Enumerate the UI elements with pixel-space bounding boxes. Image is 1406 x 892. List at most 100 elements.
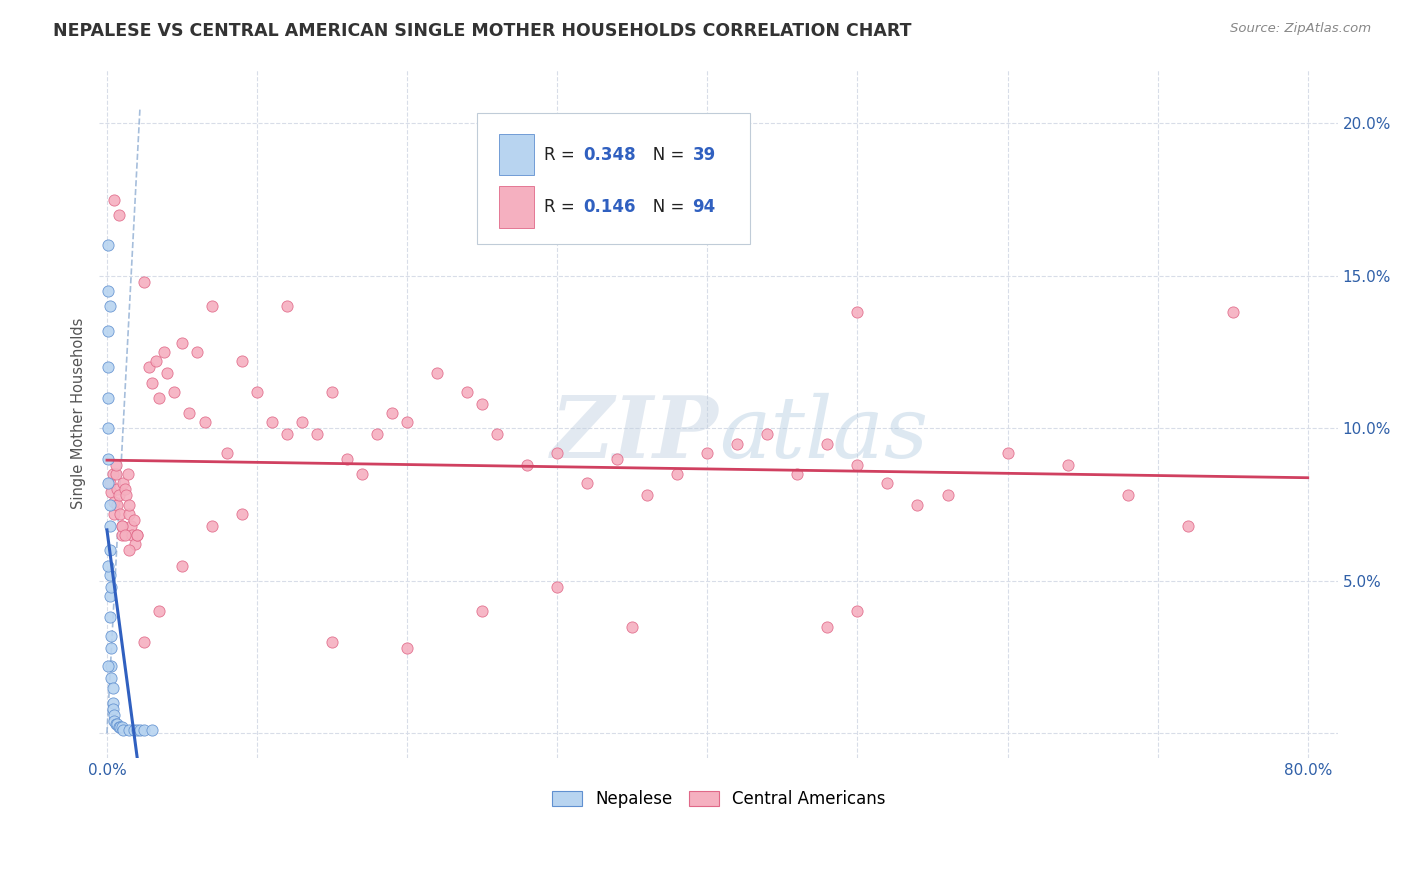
Point <box>1056 458 1078 472</box>
Point <box>118 723 141 738</box>
Point <box>98 498 121 512</box>
Point <box>786 467 808 481</box>
Point <box>426 367 449 381</box>
Point <box>103 507 125 521</box>
Point <box>97 391 120 405</box>
Point <box>107 483 129 497</box>
Point <box>186 345 208 359</box>
Point <box>98 543 121 558</box>
Point <box>100 629 122 643</box>
Point <box>97 558 120 573</box>
Point <box>118 507 141 521</box>
Point <box>381 406 404 420</box>
Point <box>336 451 359 466</box>
Point <box>170 558 193 573</box>
Point <box>110 720 132 734</box>
Point <box>621 619 644 633</box>
Point <box>134 723 156 738</box>
Point <box>471 397 494 411</box>
Legend: Nepalese, Central Americans: Nepalese, Central Americans <box>546 783 893 814</box>
Point <box>110 507 132 521</box>
Point <box>101 696 124 710</box>
Point <box>125 528 148 542</box>
Point <box>125 723 148 738</box>
Point <box>100 485 122 500</box>
Point <box>98 519 121 533</box>
Point <box>145 354 167 368</box>
Text: atlas: atlas <box>718 392 928 475</box>
Point <box>108 720 131 734</box>
Point <box>129 723 152 738</box>
Point <box>321 384 343 399</box>
Point <box>100 659 122 673</box>
Point <box>103 714 125 728</box>
Y-axis label: Single Mother Households: Single Mother Households <box>72 318 86 508</box>
Point <box>153 345 176 359</box>
Point <box>112 723 135 738</box>
Point <box>141 376 163 390</box>
Point <box>118 543 141 558</box>
Point <box>100 640 122 655</box>
Point <box>104 458 127 472</box>
Point <box>100 671 122 685</box>
Point <box>97 659 120 673</box>
Point <box>307 427 329 442</box>
Point <box>170 335 193 350</box>
Point <box>396 640 419 655</box>
Point <box>696 446 718 460</box>
Point <box>576 476 599 491</box>
Text: 94: 94 <box>693 198 716 216</box>
Text: ZIP: ZIP <box>551 392 718 475</box>
Point <box>366 427 388 442</box>
Point <box>1222 305 1244 319</box>
Point <box>231 507 253 521</box>
Point <box>103 494 125 508</box>
Point <box>112 476 135 491</box>
Point <box>725 436 748 450</box>
Point <box>193 415 215 429</box>
Point <box>111 720 134 734</box>
Text: R =: R = <box>544 145 581 163</box>
Point <box>97 476 120 491</box>
Point <box>276 427 298 442</box>
Text: R =: R = <box>544 198 581 216</box>
Point <box>846 458 869 472</box>
Point <box>997 446 1019 460</box>
Point <box>1116 488 1139 502</box>
Point <box>636 488 658 502</box>
Point <box>516 458 538 472</box>
Point <box>97 421 120 435</box>
Point <box>471 604 494 618</box>
Point <box>148 604 170 618</box>
Text: 0.146: 0.146 <box>583 198 636 216</box>
Point <box>276 299 298 313</box>
Point <box>97 360 120 375</box>
Point <box>201 519 224 533</box>
Point <box>98 610 121 624</box>
Point <box>107 717 129 731</box>
Point <box>121 528 143 542</box>
Point <box>486 427 509 442</box>
Point <box>98 476 121 491</box>
Point <box>98 589 121 603</box>
Text: N =: N = <box>637 145 689 163</box>
FancyBboxPatch shape <box>477 113 749 244</box>
Point <box>141 723 163 738</box>
Point <box>846 604 869 618</box>
Point <box>97 451 120 466</box>
Point <box>117 467 139 481</box>
Point <box>179 406 201 420</box>
Text: 0.348: 0.348 <box>583 145 637 163</box>
Point <box>111 519 134 533</box>
Point <box>815 619 838 633</box>
Point <box>111 528 134 542</box>
Point <box>114 528 136 542</box>
Point <box>101 702 124 716</box>
Point <box>606 451 628 466</box>
Point <box>936 488 959 502</box>
Point <box>260 415 283 429</box>
Point <box>107 498 129 512</box>
Point <box>148 391 170 405</box>
Point <box>122 723 145 738</box>
Point <box>115 488 138 502</box>
